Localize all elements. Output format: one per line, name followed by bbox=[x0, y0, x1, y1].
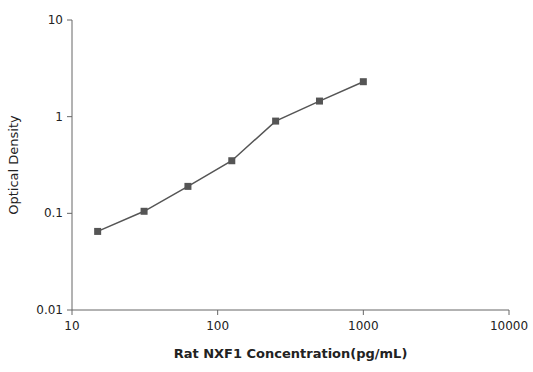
y-tick bbox=[67, 310, 72, 311]
x-axis-line bbox=[72, 310, 509, 311]
y-axis-label: Optical Density bbox=[6, 115, 21, 215]
axes: 10 100 1000 10000 0.01 0.1 1 10 bbox=[36, 13, 528, 333]
x-tick bbox=[217, 310, 218, 315]
data-point bbox=[360, 78, 367, 85]
data-point bbox=[94, 228, 101, 235]
y-tick-label: 10 bbox=[48, 13, 63, 27]
x-tick-label: 10000 bbox=[490, 319, 528, 333]
y-tick-label: 0.1 bbox=[44, 206, 63, 220]
data-point bbox=[141, 208, 148, 215]
y-tick bbox=[67, 116, 72, 117]
x-tick-label: 100 bbox=[206, 319, 229, 333]
x-tick bbox=[72, 310, 73, 315]
data-point bbox=[272, 118, 279, 125]
plot-area bbox=[94, 78, 367, 235]
data-point bbox=[228, 157, 235, 164]
data-line bbox=[98, 82, 364, 232]
x-axis-label: Rat NXF1 Concentration(pg/mL) bbox=[174, 346, 408, 361]
x-tick-label: 10 bbox=[64, 319, 79, 333]
y-tick-label: 0.01 bbox=[36, 303, 63, 317]
data-point bbox=[184, 183, 191, 190]
x-tick bbox=[509, 310, 510, 315]
chart: 10 100 1000 10000 0.01 0.1 1 10 Rat NXF1 Concent… bbox=[0, 0, 533, 372]
y-tick bbox=[67, 213, 72, 214]
x-tick bbox=[363, 310, 364, 315]
data-point bbox=[316, 98, 323, 105]
x-tick-label: 1000 bbox=[348, 319, 379, 333]
chart-container: 10 100 1000 10000 0.01 0.1 1 10 Rat NXF1 Concent… bbox=[0, 0, 533, 372]
y-tick bbox=[67, 20, 72, 21]
y-axis-line bbox=[72, 20, 73, 310]
y-tick-label: 1 bbox=[55, 110, 63, 124]
